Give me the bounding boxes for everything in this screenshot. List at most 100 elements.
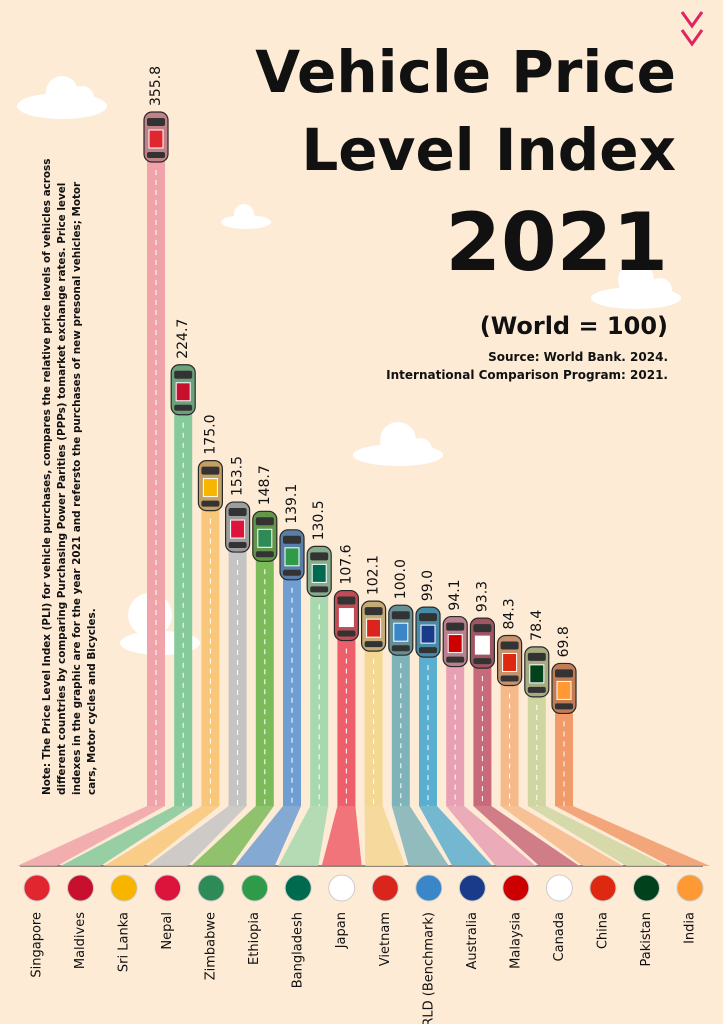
car-rear-window bbox=[473, 658, 492, 665]
road-perspective bbox=[391, 806, 449, 866]
car-window bbox=[364, 607, 383, 616]
flag bbox=[67, 874, 95, 902]
flag bbox=[589, 874, 617, 902]
flag bbox=[371, 874, 399, 902]
category-label: Pakistan bbox=[639, 912, 654, 966]
title-line-1: Vehicle Price bbox=[255, 38, 676, 106]
value-label: 148.7 bbox=[257, 465, 273, 505]
road-perspective bbox=[419, 806, 493, 866]
car-window bbox=[310, 552, 329, 561]
road-perspective bbox=[527, 806, 667, 866]
bar bbox=[228, 510, 247, 806]
car-rear-window bbox=[391, 645, 410, 652]
road-perspective bbox=[555, 806, 710, 866]
car bbox=[306, 545, 332, 597]
flag bbox=[23, 874, 51, 902]
flag bbox=[328, 874, 356, 902]
car-window bbox=[446, 622, 465, 631]
value-label: 355.8 bbox=[148, 66, 164, 106]
category-label: Nepal bbox=[160, 912, 175, 950]
flag bbox=[502, 874, 530, 902]
value-label: 107.6 bbox=[338, 544, 354, 584]
car bbox=[415, 606, 441, 658]
car-rear-window bbox=[174, 404, 193, 411]
car-window bbox=[283, 535, 301, 544]
car-flag bbox=[338, 608, 354, 628]
category-label: Canada bbox=[552, 912, 567, 961]
car bbox=[524, 646, 550, 698]
road-perspective bbox=[234, 806, 301, 866]
car-window bbox=[228, 508, 247, 517]
value-label: 93.3 bbox=[474, 581, 490, 612]
car-window bbox=[201, 466, 220, 475]
car-flag bbox=[556, 680, 572, 700]
car-window bbox=[391, 611, 410, 620]
road-perspective bbox=[60, 806, 193, 866]
road-perspective bbox=[147, 806, 247, 866]
car bbox=[442, 615, 468, 668]
flag bbox=[154, 874, 182, 902]
car-flag bbox=[311, 563, 327, 583]
car-window bbox=[473, 624, 492, 633]
value-label: 153.5 bbox=[230, 456, 246, 496]
category-label: Sri Lanka bbox=[117, 912, 132, 972]
flag bbox=[110, 874, 138, 902]
value-label: 84.3 bbox=[502, 598, 518, 629]
car-window bbox=[337, 596, 356, 605]
car-flag bbox=[148, 129, 164, 149]
car-window bbox=[500, 641, 519, 650]
flag bbox=[415, 874, 443, 902]
title-year: 2021 bbox=[445, 196, 668, 289]
flag bbox=[241, 874, 269, 902]
value-label: 102.1 bbox=[366, 555, 382, 595]
flag bbox=[545, 874, 573, 902]
value-label: 175.0 bbox=[202, 414, 218, 454]
bar bbox=[473, 626, 492, 806]
car-rear-window bbox=[201, 500, 220, 507]
category-label: Japan bbox=[334, 912, 349, 949]
car-rear-window bbox=[500, 675, 519, 682]
car-flag bbox=[257, 528, 273, 548]
car-rear-window bbox=[446, 656, 465, 663]
road-perspective bbox=[17, 806, 165, 866]
category-label: Vietnam bbox=[378, 912, 393, 966]
car-flag bbox=[175, 382, 191, 402]
value-label: 94.1 bbox=[447, 579, 463, 610]
car-window bbox=[147, 118, 165, 126]
road-perspective bbox=[191, 806, 274, 866]
car bbox=[170, 364, 196, 416]
category-label: Ethiopia bbox=[247, 912, 262, 965]
car bbox=[361, 600, 387, 652]
car bbox=[333, 589, 359, 642]
car-rear-window bbox=[147, 152, 165, 158]
road-perspective bbox=[104, 806, 220, 866]
car bbox=[551, 662, 577, 715]
title-line-2: Level Index bbox=[301, 116, 676, 184]
flag bbox=[458, 874, 486, 902]
category-label: Maldives bbox=[73, 912, 88, 969]
car bbox=[497, 634, 523, 687]
category-label: Australia bbox=[465, 912, 480, 970]
car bbox=[252, 510, 278, 562]
car-rear-window bbox=[255, 551, 274, 558]
car-flag bbox=[393, 622, 409, 642]
car-rear-window bbox=[555, 703, 573, 710]
logo bbox=[680, 11, 704, 47]
category-label: Zimbabwe bbox=[204, 912, 219, 980]
value-label: 100.0 bbox=[393, 559, 409, 599]
road-perspective bbox=[500, 806, 623, 866]
car-flag bbox=[502, 652, 518, 672]
car-flag bbox=[474, 635, 490, 655]
road-perspective bbox=[278, 806, 329, 866]
car-rear-window bbox=[228, 542, 247, 549]
car bbox=[279, 529, 305, 581]
category-label: Bangladesh bbox=[291, 912, 306, 988]
car bbox=[388, 604, 414, 656]
car bbox=[469, 617, 495, 669]
bar bbox=[201, 468, 220, 806]
car-flag bbox=[230, 519, 246, 539]
road-perspective bbox=[473, 806, 580, 866]
bar bbox=[174, 372, 193, 806]
